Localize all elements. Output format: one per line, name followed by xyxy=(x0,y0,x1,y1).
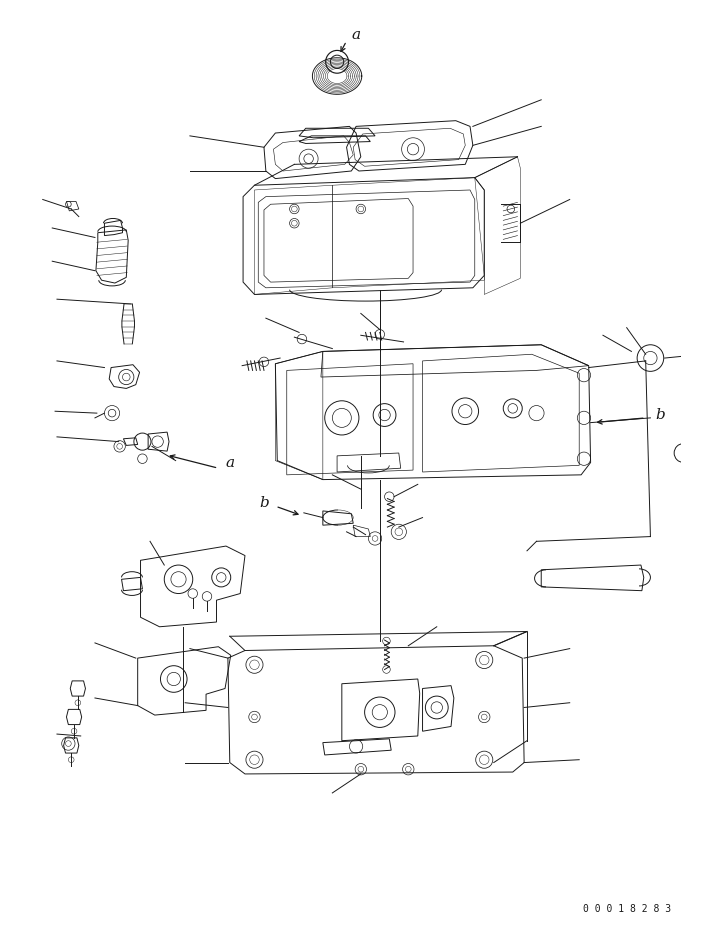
Text: b: b xyxy=(259,497,269,511)
Text: a: a xyxy=(351,28,361,42)
Text: b: b xyxy=(655,408,665,422)
Text: a: a xyxy=(225,456,234,469)
Text: 0 0 0 1 8 2 8 3: 0 0 0 1 8 2 8 3 xyxy=(583,903,670,914)
